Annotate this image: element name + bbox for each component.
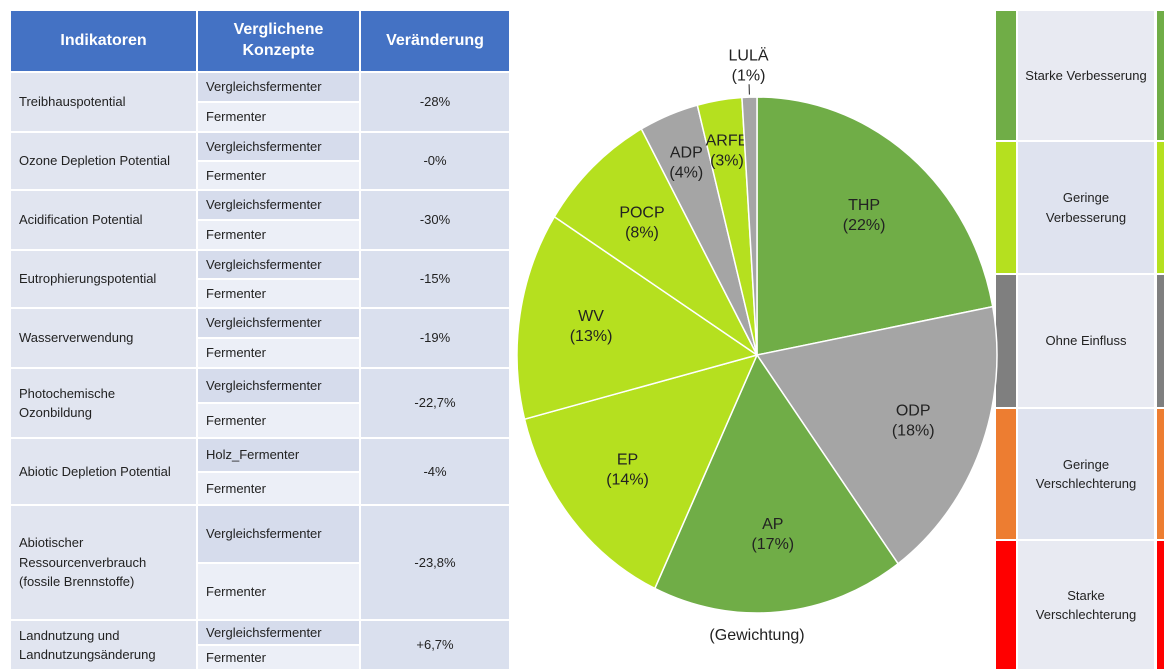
concept-cell: Vergleichsfermenter [197, 620, 360, 645]
concept-cell: Fermenter [197, 562, 360, 620]
pie-slice [755, 305, 998, 565]
legend-swatch [996, 275, 1016, 407]
indicator-cell: Ozone Depletion Potential [10, 132, 197, 190]
concept-cell: Fermenter [197, 279, 360, 308]
slice-value-label: (14%) [606, 471, 649, 488]
legend-label: Geringe Verbesserung [1018, 142, 1154, 273]
legend-swatch [996, 11, 1016, 140]
slice-label: THP [848, 197, 880, 214]
header-cell: Veränderung [360, 10, 510, 72]
indicator-cell: Abiotic Depletion Potential [10, 438, 197, 505]
slice-label: LULÄ [729, 46, 769, 64]
change-cell: -15% [360, 250, 510, 308]
legend-swatch [996, 409, 1016, 539]
change-cell: -28% [360, 72, 510, 132]
slice-value-label: (17%) [751, 536, 794, 553]
concept-cell: Fermenter [197, 403, 360, 438]
slice-label: ADP [670, 144, 703, 161]
pie-slice [523, 353, 759, 590]
pie-slice [741, 96, 758, 356]
change-cell: -4% [360, 438, 510, 505]
slice-label: AP [762, 516, 783, 533]
slice-value-label: (4%) [669, 164, 703, 181]
legend-swatch [996, 541, 1016, 669]
concept-cell: Vergleichsfermenter [197, 368, 360, 403]
change-cell: -19% [360, 308, 510, 368]
change-cell: -30% [360, 190, 510, 250]
legend-label: Starke Verschlechterung [1018, 541, 1154, 669]
indicator-cell: Abiotischer Ressourcenverbrauch (fossile… [10, 505, 197, 620]
slice-label: POCP [619, 205, 664, 222]
slice-label: ODP [896, 403, 931, 420]
change-cell: +6,7% [360, 620, 510, 670]
pie-slice [516, 215, 759, 421]
slice-label: ARFB [706, 132, 749, 149]
change-cell: -23,8% [360, 505, 510, 620]
concept-cell: Vergleichsfermenter [197, 132, 360, 161]
concept-cell: Vergleichsfermenter [197, 190, 360, 220]
header-cell: Indikatoren [10, 10, 197, 72]
slice-value-label: (18%) [892, 423, 935, 440]
pie-slice [553, 127, 758, 356]
slice-value-label: (8%) [625, 225, 659, 242]
change-cell: -22,7% [360, 368, 510, 438]
pie-slice [653, 353, 900, 614]
legend-label: Starke Verbesserung [1018, 11, 1154, 140]
indicator-cell: Eutrophierungspotential [10, 250, 197, 308]
concept-cell: Holz_Fermenter [197, 438, 360, 472]
header-cell: Verglichene Konzepte [197, 10, 360, 72]
slice-value-label: (22%) [843, 217, 886, 234]
legend-swatch [996, 142, 1016, 273]
legend-label: Ohne Einfluss [1018, 275, 1154, 407]
slice-value-label: (1%) [732, 67, 766, 84]
legend-swatch [1157, 142, 1164, 273]
concept-cell: Fermenter [197, 338, 360, 368]
slice-value-label: (13%) [570, 328, 613, 345]
concept-cell: Fermenter [197, 102, 360, 132]
pie-slice [756, 96, 994, 356]
chart-subtitle: (Gewichtung) [709, 627, 804, 644]
indicator-cell: Wasserverwendung [10, 308, 197, 368]
indicator-cell: Photochemische Ozonbildung [10, 368, 197, 438]
concept-cell: Vergleichsfermenter [197, 72, 360, 102]
concept-cell: Fermenter [197, 220, 360, 250]
indicator-cell: Acidification Potential [10, 190, 197, 250]
concept-cell: Fermenter [197, 471, 360, 505]
legend-swatch [1157, 541, 1164, 669]
slice-label: WV [578, 308, 604, 325]
slice-label: EP [617, 451, 638, 468]
legend-swatch [1157, 11, 1164, 140]
concept-cell: Vergleichsfermenter [197, 308, 360, 338]
legend-swatch [1157, 409, 1164, 539]
legend-label: Geringe Verschlechterung [1018, 409, 1154, 539]
concept-cell: Fermenter [197, 161, 360, 190]
concept-cell: Vergleichsfermenter [197, 505, 360, 563]
slice-value-label: (3%) [710, 152, 744, 169]
change-cell: -0% [360, 132, 510, 190]
indicator-cell: Treibhauspotential [10, 72, 197, 132]
legend-swatch [1157, 275, 1164, 407]
concept-cell: Vergleichsfermenter [197, 250, 360, 279]
